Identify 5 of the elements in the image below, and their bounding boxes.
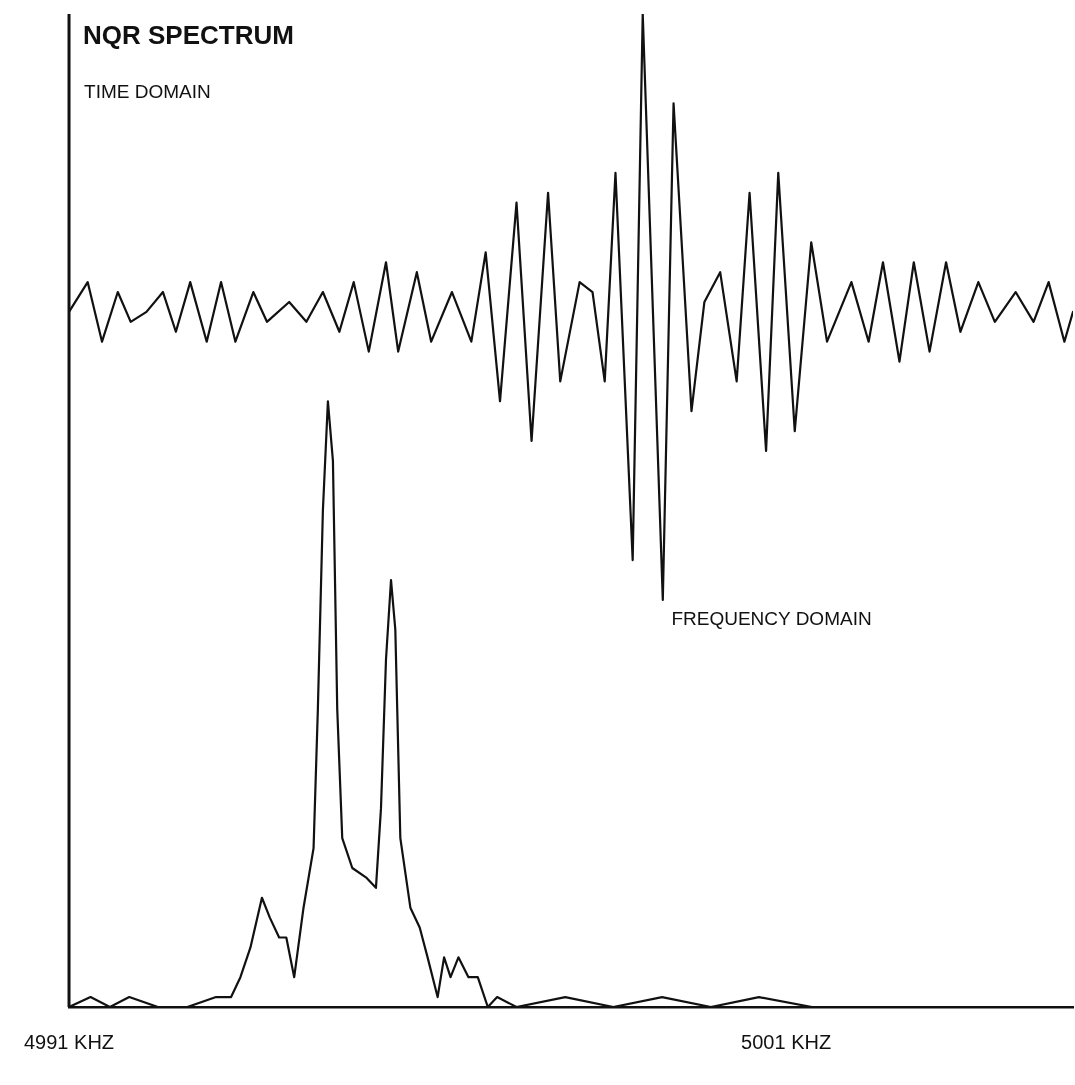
annotation: TIME DOMAIN [84,81,211,103]
x-tick-label: 5001 KHZ [741,1030,832,1053]
chart-title: NQR SPECTRUM [83,20,294,51]
x-tick-label: 4991 KHZ [23,1030,115,1053]
annotation: FREQUENCY DOMAIN [671,607,872,629]
